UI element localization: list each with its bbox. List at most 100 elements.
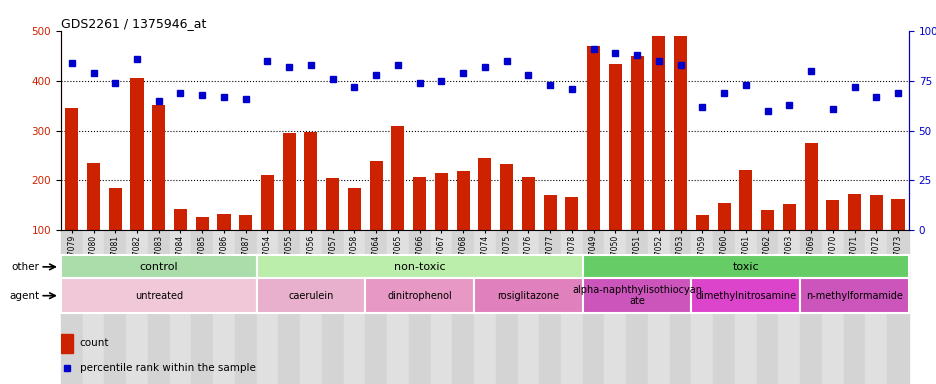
Bar <box>582 278 691 313</box>
Bar <box>869 195 882 280</box>
Bar <box>582 255 908 278</box>
Bar <box>452 230 474 384</box>
Bar <box>169 230 191 384</box>
Bar <box>256 230 278 384</box>
Bar <box>191 230 212 384</box>
Bar <box>304 132 317 280</box>
Bar <box>799 278 908 313</box>
Bar <box>370 161 382 280</box>
Bar <box>847 194 860 280</box>
Bar <box>66 108 79 280</box>
Bar <box>387 230 408 384</box>
Bar <box>625 230 648 384</box>
Bar <box>278 230 300 384</box>
Bar <box>456 172 469 280</box>
Bar <box>500 164 513 280</box>
Bar <box>582 230 604 384</box>
Bar <box>651 36 665 280</box>
Text: dimethylnitrosamine: dimethylnitrosamine <box>695 291 796 301</box>
Bar <box>474 278 582 313</box>
Bar <box>608 64 622 280</box>
Bar <box>283 133 296 280</box>
Bar <box>821 230 842 384</box>
Text: caerulein: caerulein <box>288 291 333 301</box>
Text: non-toxic: non-toxic <box>393 262 445 272</box>
Bar <box>365 278 474 313</box>
Bar <box>739 170 752 280</box>
Bar <box>587 46 599 280</box>
Bar <box>886 230 908 384</box>
Bar <box>212 230 235 384</box>
Bar <box>256 278 365 313</box>
Bar <box>365 230 387 384</box>
Bar <box>87 163 100 280</box>
Bar <box>217 214 230 280</box>
Bar <box>434 173 447 280</box>
Bar <box>561 230 582 384</box>
Bar <box>604 230 625 384</box>
Bar <box>842 230 865 384</box>
Bar <box>543 195 556 280</box>
Bar <box>61 334 73 353</box>
Text: untreated: untreated <box>135 291 183 301</box>
Bar <box>669 230 691 384</box>
Text: GDS2261 / 1375946_at: GDS2261 / 1375946_at <box>61 17 206 30</box>
Bar <box>148 230 169 384</box>
Bar <box>890 199 903 280</box>
Bar <box>521 177 534 280</box>
Bar <box>648 230 669 384</box>
Bar <box>778 230 799 384</box>
Bar <box>564 197 578 280</box>
Bar <box>326 178 339 280</box>
Bar <box>321 230 344 384</box>
Bar <box>695 215 709 280</box>
Bar <box>826 200 839 280</box>
Text: control: control <box>139 262 178 272</box>
Bar <box>235 230 256 384</box>
Bar <box>760 210 773 280</box>
Bar <box>478 157 490 280</box>
Text: n-methylformamide: n-methylformamide <box>805 291 902 301</box>
Bar <box>152 104 165 280</box>
Text: alpha-naphthylisothiocyan
ate: alpha-naphthylisothiocyan ate <box>572 285 701 306</box>
Bar <box>865 230 886 384</box>
Text: other: other <box>11 262 39 272</box>
Text: count: count <box>80 338 109 348</box>
Bar <box>196 217 209 280</box>
Bar <box>344 230 365 384</box>
Bar <box>804 143 817 280</box>
Bar <box>717 203 730 280</box>
Bar <box>495 230 517 384</box>
Bar <box>474 230 495 384</box>
Bar <box>673 36 686 280</box>
Bar <box>408 230 430 384</box>
Bar <box>239 215 252 280</box>
Bar <box>126 230 148 384</box>
Bar <box>413 177 426 280</box>
Bar <box>174 209 187 280</box>
Bar <box>430 230 452 384</box>
Text: agent: agent <box>9 291 39 301</box>
Bar <box>61 278 256 313</box>
Bar <box>799 230 821 384</box>
Bar <box>539 230 561 384</box>
Bar <box>300 230 321 384</box>
Text: percentile rank within the sample: percentile rank within the sample <box>80 362 256 373</box>
Text: toxic: toxic <box>732 262 758 272</box>
Bar <box>391 126 404 280</box>
Bar <box>130 78 143 280</box>
Bar <box>734 230 756 384</box>
Bar <box>104 230 126 384</box>
Bar <box>260 175 273 280</box>
Bar <box>347 188 360 280</box>
Bar <box>630 56 643 280</box>
Bar <box>782 204 795 280</box>
Bar <box>61 255 256 278</box>
Bar <box>256 255 582 278</box>
Bar <box>691 230 712 384</box>
Bar <box>61 230 82 384</box>
Bar <box>82 230 104 384</box>
Text: rosiglitazone: rosiglitazone <box>497 291 559 301</box>
Bar <box>691 278 799 313</box>
Bar <box>517 230 539 384</box>
